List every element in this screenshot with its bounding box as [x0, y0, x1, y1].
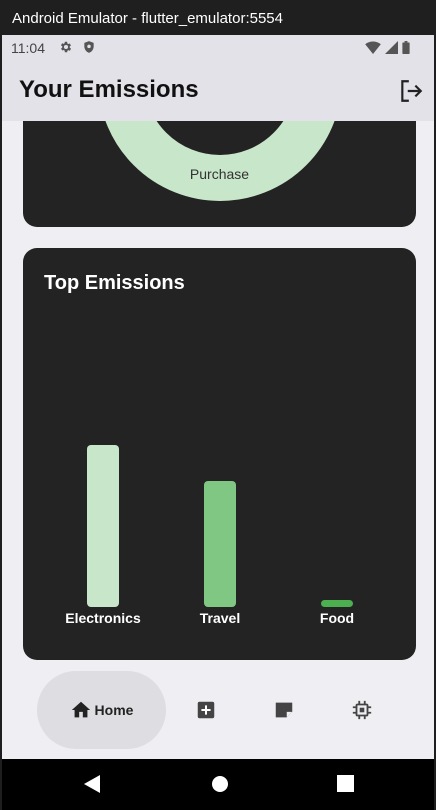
donut-ring [98, 121, 342, 201]
window-title: Android Emulator - flutter_emulator:5554 [12, 10, 283, 27]
shield-icon [84, 41, 94, 53]
system-nav-bar [2, 759, 434, 810]
phone-screen: 11:04 Your Emissions [2, 35, 434, 810]
bottom-nav: Home [2, 666, 434, 759]
recents-icon[interactable] [337, 775, 354, 792]
bar-food [321, 599, 353, 607]
scroll-content[interactable]: Purchase Top Emissions Electronics Travel… [2, 121, 434, 666]
signal-icon [385, 41, 398, 54]
status-time: 11:04 [11, 40, 45, 56]
bar-label-travel: Travel [199, 610, 241, 626]
note-icon[interactable] [273, 699, 295, 721]
chip-icon[interactable] [351, 699, 373, 721]
app-bar: Your Emissions [2, 61, 434, 121]
nav-home[interactable]: Home [37, 671, 166, 749]
logout-icon[interactable] [398, 78, 424, 104]
bar-label-electronics: Electronics [65, 610, 141, 626]
nav-home-label: Home [94, 702, 134, 718]
battery-icon [402, 41, 410, 54]
add-box-icon[interactable] [195, 699, 217, 721]
settings-icon [60, 41, 72, 53]
top-emissions-title: Top Emissions [44, 272, 185, 294]
donut-label: Purchase [189, 166, 250, 182]
back-icon[interactable] [84, 775, 102, 793]
wifi-icon [365, 41, 381, 54]
donut-chart-card: Purchase [23, 121, 416, 227]
bar-electronics [87, 445, 119, 607]
bar-label-food: Food [319, 610, 355, 626]
bar-travel [204, 481, 236, 607]
page-title: Your Emissions [19, 76, 199, 103]
home-icon [71, 701, 90, 718]
top-emissions-chart: Electronics Travel Food [23, 248, 416, 660]
top-emissions-card: Top Emissions Electronics Travel Food [23, 248, 416, 660]
status-bar: 11:04 [2, 35, 434, 61]
home-circle-icon[interactable] [211, 775, 229, 793]
window-titlebar: Android Emulator - flutter_emulator:5554 [0, 0, 436, 35]
